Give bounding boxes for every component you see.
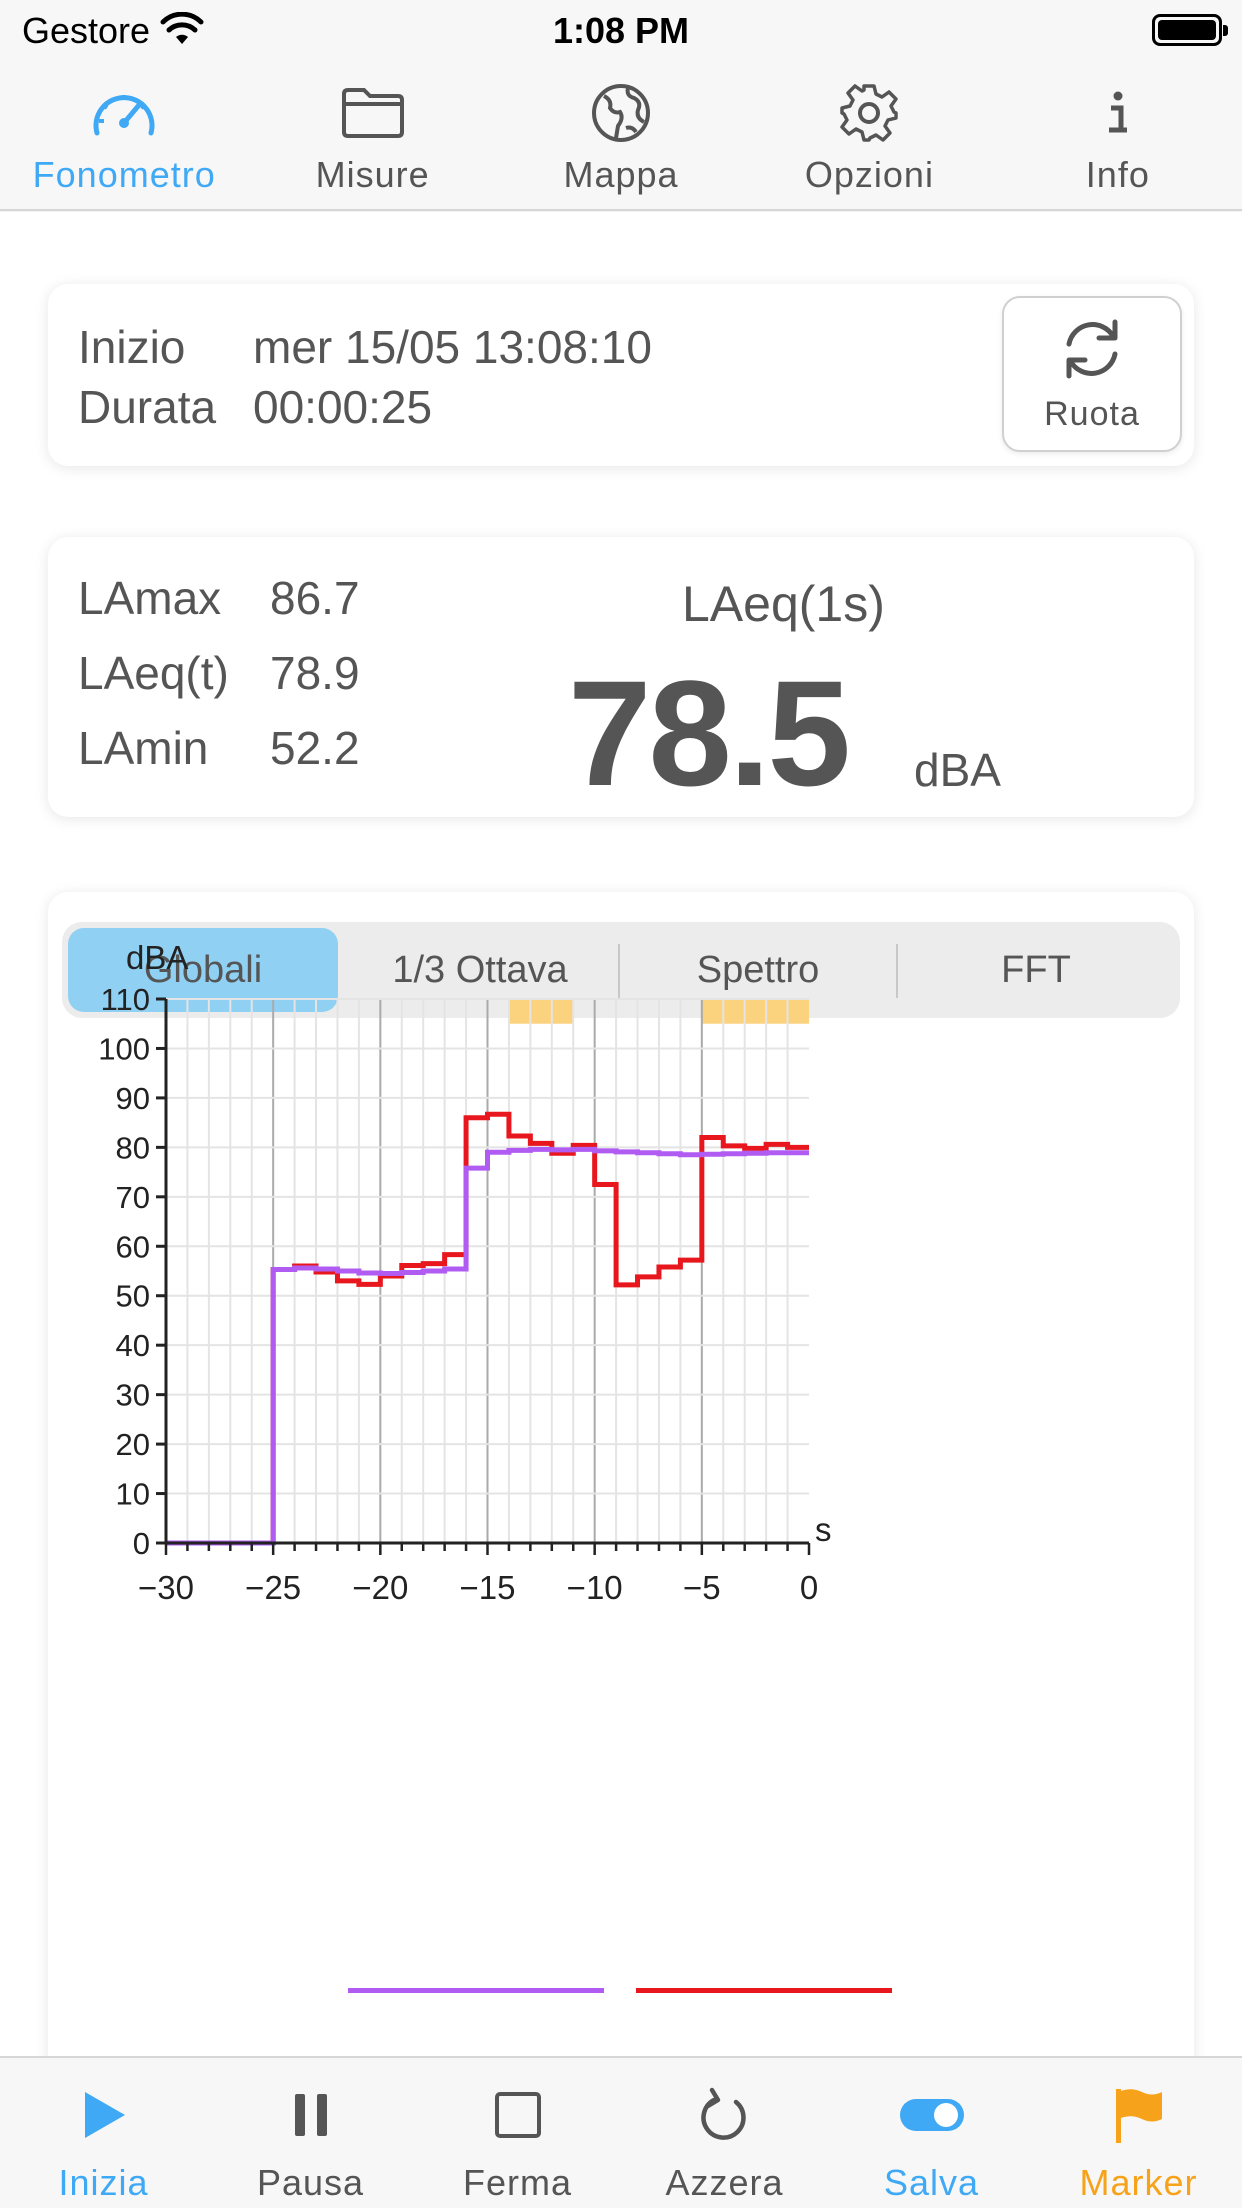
clock: 1:08 PM — [552, 10, 690, 51]
lamax-row: LAmax 86.7 — [78, 571, 360, 625]
segment-terzi-ottava[interactable]: 1/3 Ottava — [392, 948, 568, 991]
reset-label: Azzera — [665, 2162, 784, 2203]
y-tick-label: 0 — [133, 1526, 150, 1561]
globe-icon — [590, 78, 652, 148]
y-tick-label: 90 — [116, 1081, 150, 1116]
x-tick-label: −20 — [352, 1569, 408, 1606]
y-tick-label: 20 — [116, 1427, 150, 1462]
y-tick-label: 110 — [101, 982, 150, 1017]
carrier-name: Gestore — [22, 10, 151, 51]
x-tick-label: −30 — [138, 1569, 194, 1606]
duration-label: Durata — [78, 381, 217, 433]
laeqt-row: LAeq(t) 78.9 — [78, 646, 360, 700]
y-axis-label: dBA — [126, 939, 188, 976]
save-label: Salva — [883, 2162, 980, 2203]
duration-value: 00:00:25 — [253, 381, 433, 433]
y-tick-label: 30 — [116, 1378, 150, 1413]
tab-fonometro[interactable]: Fonometro — [0, 62, 248, 209]
pause-label: Pausa — [256, 2162, 365, 2203]
wifi-icon — [160, 11, 204, 51]
legend-swatch-laeq-1s — [636, 1988, 892, 1993]
tab-label: Fonometro — [32, 154, 216, 195]
chart-card: Globali 1/3 Ottava Spettro FFT 0 10 20 30 40… — [48, 892, 1194, 2092]
x-tick-label: −25 — [245, 1569, 301, 1606]
y-tick-label: 50 — [116, 1279, 150, 1314]
stop-label: Ferma — [462, 2162, 572, 2203]
level-history-chart: 0 10 20 30 40 50 60 70 80 90 100 110 −30 −25 −20 −15 −10… — [98, 939, 892, 1993]
stop-icon — [493, 2084, 543, 2146]
x-tick-label: −10 — [567, 1569, 623, 1606]
lamax-value: 86.7 — [270, 572, 360, 624]
series-line-laeq-t — [166, 1146, 809, 1546]
battery-icon — [1152, 14, 1228, 46]
laeqt-value: 78.9 — [270, 647, 360, 699]
lamin-value: 52.2 — [270, 722, 360, 774]
lamin-label: LAmin — [78, 722, 209, 774]
view-segmented-control: Globali 1/3 Ottava Spettro FFT — [62, 922, 1180, 1018]
x-tick-label: −15 — [460, 1569, 516, 1606]
flag-icon — [1112, 2084, 1166, 2146]
x-axis-label: s — [815, 1511, 832, 1548]
y-tick-label: 40 — [116, 1328, 150, 1363]
rotate-label: Ruota — [1044, 395, 1140, 433]
y-tick-label: 70 — [116, 1180, 150, 1215]
top-tab-bar: Fonometro Misure Mappa Opz — [0, 62, 1242, 211]
pause-icon — [291, 2084, 331, 2146]
segment-divider — [896, 944, 898, 998]
segment-divider — [618, 944, 620, 998]
folder-icon — [340, 78, 406, 148]
start-row: Inizio mer 15/05 13:08:10 — [78, 320, 652, 374]
main-content: Inizio mer 15/05 13:08:10 Durata 00:00:25 … — [0, 212, 1242, 2092]
series-line-laeq-1s — [166, 1111, 809, 1546]
marker-label: Marker — [1079, 2162, 1198, 2203]
duration-row: Durata 00:00:25 — [78, 380, 432, 434]
rotate-icon — [1057, 314, 1127, 389]
laeqt-label: LAeq(t) — [78, 647, 229, 699]
save-toggle[interactable]: Salva — [828, 2058, 1035, 2208]
stop-button[interactable]: Ferma — [414, 2058, 621, 2208]
bottom-toolbar: Inizia Pausa Ferma Azzera Salva — [0, 2056, 1242, 2208]
start-value: mer 15/05 13:08:10 — [253, 321, 652, 373]
start-label: Inizia — [58, 2162, 149, 2203]
speedometer-icon — [89, 78, 159, 148]
marker-button[interactable]: Marker — [1035, 2058, 1242, 2208]
toggle-icon — [898, 2084, 966, 2146]
y-tick-label: 80 — [116, 1130, 150, 1165]
x-tick-label: −5 — [683, 1569, 721, 1606]
tab-misure[interactable]: Misure — [248, 62, 496, 209]
pause-button[interactable]: Pausa — [207, 2058, 414, 2208]
legend-swatch-laeq-t — [348, 1988, 604, 1993]
rotate-button[interactable]: Ruota — [1002, 296, 1182, 452]
y-tick-label: 60 — [116, 1229, 150, 1264]
y-tick-label: 100 — [98, 1031, 150, 1066]
levels-card: LAmax 86.7 LAeq(t) 78.9 LAmin 52.2 LAeq(1s)… — [48, 537, 1194, 817]
info-icon — [1103, 78, 1133, 148]
start-button[interactable]: Inizia — [0, 2058, 207, 2208]
tab-label: Opzioni — [804, 154, 934, 195]
reset-icon — [698, 2084, 752, 2146]
start-label: Inizio — [78, 321, 186, 373]
segment-spettro[interactable]: Spettro — [696, 948, 820, 991]
play-icon — [79, 2084, 129, 2146]
tab-info[interactable]: Info — [994, 62, 1242, 209]
marker-band — [508, 999, 574, 1024]
laeq1s-value: 78.5 — [568, 649, 851, 817]
lamax-label: LAmax — [78, 572, 222, 624]
laeq1s-unit: dBA — [914, 744, 1001, 796]
tab-mappa[interactable]: Mappa — [497, 62, 745, 209]
gear-icon — [838, 78, 900, 148]
marker-band — [701, 999, 809, 1024]
lamin-row: LAmin 52.2 — [78, 721, 360, 775]
session-card: Inizio mer 15/05 13:08:10 Durata 00:00:25 … — [48, 284, 1194, 466]
status-bar: Gestore 1:08 PM — [0, 0, 1242, 62]
tab-label: Info — [1085, 154, 1150, 195]
tab-label: Mappa — [563, 154, 679, 195]
segment-fft[interactable]: FFT — [1001, 948, 1071, 991]
x-tick-label: 0 — [800, 1569, 818, 1606]
laeq1s-label: LAeq(1s) — [682, 576, 885, 632]
y-tick-label: 10 — [116, 1477, 150, 1512]
tab-label: Misure — [315, 154, 430, 195]
tab-opzioni[interactable]: Opzioni — [745, 62, 993, 209]
reset-button[interactable]: Azzera — [621, 2058, 828, 2208]
